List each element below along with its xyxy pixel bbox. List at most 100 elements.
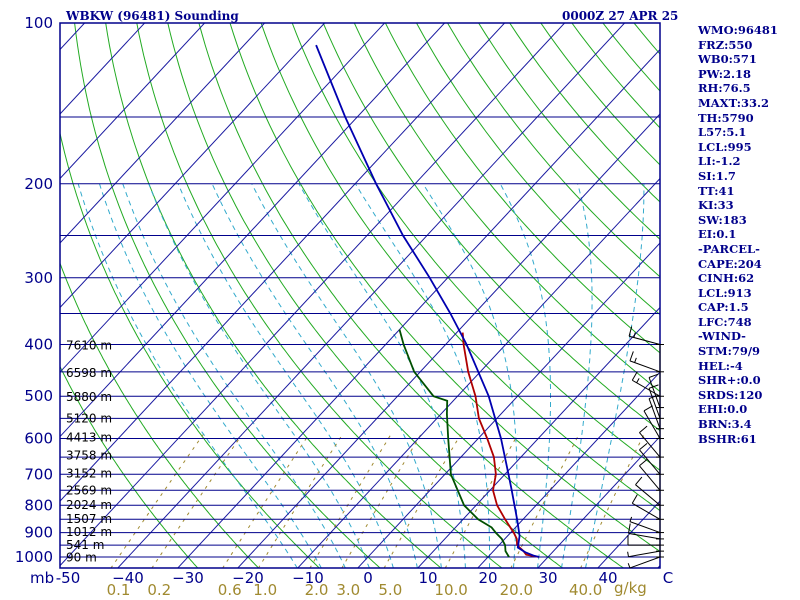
wind-barb-half-feather bbox=[636, 378, 640, 383]
mixing-ratio-label: 1.0 bbox=[253, 581, 277, 599]
mixing-ratio-label: 10.0 bbox=[434, 581, 467, 599]
pressure-tick-label: 300 bbox=[24, 269, 53, 287]
wind-barb-feather bbox=[639, 425, 648, 433]
wind-barb-shaft bbox=[628, 550, 661, 558]
isotherm bbox=[537, 435, 660, 568]
height-label: 5120 m bbox=[66, 412, 112, 426]
moist-adiabat bbox=[251, 183, 442, 568]
stability-index-row: TT:41 bbox=[698, 183, 735, 198]
temperature-tick-label: 40 bbox=[598, 569, 617, 587]
mixing-ratio-unit: g/kg bbox=[614, 579, 647, 597]
stability-index-row: PW:2.18 bbox=[698, 66, 752, 81]
height-label: 7610 m bbox=[66, 339, 112, 353]
temperature-tick-label: C bbox=[663, 569, 673, 587]
dry-adiabat bbox=[105, 23, 442, 568]
isotherm bbox=[60, 23, 266, 244]
temperature-trace bbox=[461, 332, 540, 558]
dry-adiabat bbox=[291, 23, 660, 471]
wind-barb-feather bbox=[648, 394, 659, 400]
height-label: 6598 m bbox=[66, 366, 112, 380]
isotherm bbox=[60, 23, 446, 438]
stability-index-row: SW:183 bbox=[698, 212, 747, 227]
stability-index-row: WMO:96481 bbox=[698, 23, 778, 37]
wind-barb-shaft bbox=[648, 398, 661, 429]
stability-index-row: L57:5.1 bbox=[698, 125, 747, 140]
height-label: 1507 m bbox=[66, 512, 112, 526]
height-label: 90 m bbox=[66, 551, 97, 565]
wind-barb-shaft bbox=[648, 388, 661, 419]
grid-layer bbox=[60, 23, 660, 568]
isotherm bbox=[60, 23, 146, 115]
wind-barb-shaft bbox=[643, 410, 661, 439]
temperature-tick-label: 20 bbox=[478, 569, 497, 587]
dry-adiabat bbox=[60, 365, 199, 568]
pressure-unit-label: mb bbox=[30, 569, 54, 587]
stability-index-row: TH:5790 bbox=[698, 110, 754, 125]
stability-index-row: CAPE:204 bbox=[698, 256, 762, 271]
temperature-tick-label: 10 bbox=[418, 569, 437, 587]
isotherm bbox=[477, 371, 660, 568]
stability-index-row: MAXT:33.2 bbox=[698, 95, 769, 110]
height-label: 1012 m bbox=[66, 525, 112, 539]
isotherm bbox=[357, 242, 660, 568]
wind-barb-feather bbox=[648, 373, 659, 378]
mixing-ratio-label: 0.6 bbox=[218, 581, 242, 599]
dry-adiabat bbox=[260, 23, 660, 512]
mixing-ratio-line bbox=[309, 434, 392, 568]
dry-adiabat bbox=[415, 23, 660, 316]
stability-index-row: CINH:62 bbox=[698, 271, 755, 286]
wind-barb-shaft bbox=[632, 502, 661, 520]
temperature-tick-label: 0 bbox=[363, 569, 373, 587]
stability-index-row: -WIND- bbox=[698, 329, 746, 344]
dry-adiabat bbox=[446, 23, 660, 278]
stability-index-row: BRN:3.4 bbox=[698, 417, 752, 432]
moist-adiabat bbox=[298, 183, 466, 568]
wind-barbs bbox=[627, 326, 664, 569]
mixing-ratio-label: 0.2 bbox=[147, 581, 171, 599]
wind-barb-shaft bbox=[629, 556, 661, 569]
stability-indices-panel: WMO:96481 FRZ:550 WB0:571 PW:2.18 RH:76.5 MAX… bbox=[698, 23, 798, 446]
isotherm bbox=[417, 306, 660, 568]
pressure-tick-label: 200 bbox=[24, 175, 53, 193]
temperature-tick-label: −40 bbox=[112, 569, 144, 587]
pressure-tick-label: 400 bbox=[24, 336, 53, 354]
stability-index-row: SI:1.7 bbox=[698, 168, 736, 183]
height-label: 3152 m bbox=[66, 467, 112, 481]
dry-adiabat bbox=[322, 23, 660, 432]
stability-index-row: LFC:748 bbox=[698, 314, 752, 329]
wind-barb-feather bbox=[631, 494, 638, 504]
height-label: 3758 m bbox=[66, 449, 112, 463]
isotherm bbox=[297, 177, 660, 568]
mixing-ratio-line bbox=[341, 434, 422, 568]
stability-index-row: -PARCEL- bbox=[698, 241, 760, 256]
wind-barb-shaft bbox=[639, 432, 661, 458]
wind-barb-feather bbox=[639, 442, 648, 451]
wind-barb-feather bbox=[629, 351, 634, 362]
pressure-tick-label: 600 bbox=[24, 430, 53, 448]
height-label: 2569 m bbox=[66, 483, 112, 497]
wind-barb-half-feather bbox=[629, 516, 633, 522]
mixing-ratio-line bbox=[383, 434, 461, 568]
isotherm bbox=[60, 23, 386, 373]
wind-barb-half-feather bbox=[633, 332, 636, 338]
pressure-tick-label: 500 bbox=[24, 387, 53, 405]
stability-index-row: RH:76.5 bbox=[698, 81, 751, 96]
stability-index-row: KI:33 bbox=[698, 198, 734, 213]
pressure-tick-label: 100 bbox=[24, 14, 53, 32]
stability-index-row: EI:0.1 bbox=[698, 227, 737, 242]
dry-adiabat bbox=[384, 23, 660, 354]
isotherm bbox=[237, 113, 660, 568]
mixing-ratio-line bbox=[510, 434, 580, 568]
wind-barb-shaft bbox=[628, 532, 661, 540]
dry-adiabat bbox=[229, 23, 660, 553]
temperature-tick-label: −30 bbox=[172, 569, 204, 587]
height-label: 541 m bbox=[66, 538, 104, 552]
dry-adiabat bbox=[74, 23, 381, 568]
temperature-tick-label: −20 bbox=[232, 569, 264, 587]
mixing-ratio-line bbox=[444, 434, 519, 568]
wind-barb-feather bbox=[648, 384, 659, 389]
wind-barb-half-feather bbox=[627, 551, 629, 557]
wind-barb-shaft bbox=[639, 449, 661, 475]
stability-index-row: LCL:913 bbox=[698, 285, 752, 300]
